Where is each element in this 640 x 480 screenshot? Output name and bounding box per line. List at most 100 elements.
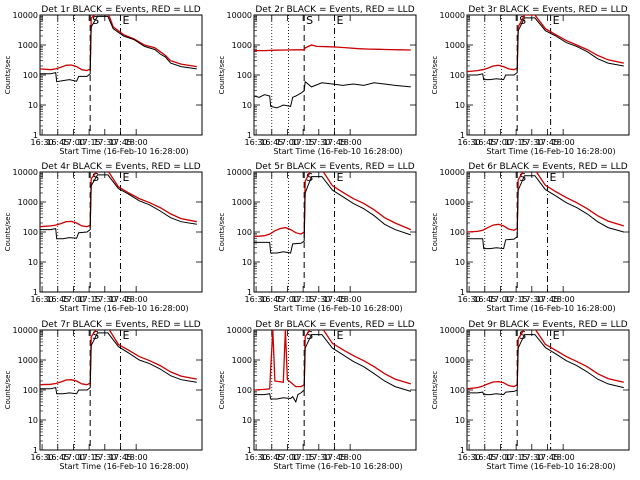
y-tick-label: 10000 (440, 168, 465, 177)
events-series-line (254, 176, 411, 254)
y-tick-label: 10 (28, 258, 38, 267)
y-tick-label: 1000 (18, 198, 38, 207)
end-marker-label: E (553, 14, 560, 27)
events-series-line (40, 332, 197, 395)
y-tick-label: 10 (242, 258, 252, 267)
start-marker-label: S (306, 329, 313, 342)
x-tick-label: 16:45 (260, 453, 283, 462)
x-tick-label: 17:15 (78, 453, 101, 462)
y-tick-label: 1000 (232, 356, 252, 365)
y-tick-label: 10000 (13, 326, 38, 335)
x-axis-label: Start Time (16-Feb-10 16:28:00) (486, 462, 615, 471)
y-tick-label: 100 (450, 71, 465, 80)
lld-series-line (40, 172, 197, 228)
start-marker-label: S (519, 329, 526, 342)
x-tick-label: 16:45 (473, 453, 496, 462)
plot-frame (253, 329, 417, 451)
events-series-line (40, 15, 197, 83)
x-tick-label: 16:45 (46, 138, 69, 147)
y-axis-label: Counts/sec (431, 56, 439, 95)
x-tick-label: 17:15 (505, 138, 528, 147)
x-tick-label: 18:00 (552, 138, 575, 147)
y-axis-label: Counts/sec (4, 56, 12, 95)
x-tick-label: 17:15 (292, 295, 315, 304)
x-axis-label: Start Time (16-Feb-10 16:28:00) (486, 304, 615, 313)
y-axis-label: Counts/sec (218, 371, 226, 410)
x-tick-label: 16:30 (31, 453, 54, 462)
x-tick-label: 16:30 (31, 138, 54, 147)
lld-series-line (467, 172, 624, 233)
lld-series-line (467, 330, 624, 390)
x-tick-label: 17:45 (536, 138, 559, 147)
y-tick-label: 100 (237, 386, 252, 395)
x-tick-label: 17:30 (307, 295, 330, 304)
detector-panel-3: Det 3r BLACK = Events, RED = LLD 1 10 100 10… (431, 5, 630, 156)
lld-series-line (254, 330, 411, 391)
x-tick-label: 17:30 (520, 453, 543, 462)
x-tick-label: 17:15 (505, 295, 528, 304)
y-axis-label: Counts/sec (218, 56, 226, 95)
start-marker-label: S (519, 171, 526, 184)
plot-frame (466, 14, 630, 136)
y-tick-label: 1 (460, 446, 465, 455)
plot-frame (466, 329, 630, 451)
y-tick-label: 10 (28, 101, 38, 110)
x-tick-label: 18:00 (125, 295, 148, 304)
plot-frame (253, 171, 417, 293)
x-tick-label: 17:15 (292, 138, 315, 147)
y-tick-label: 100 (23, 228, 38, 237)
y-tick-label: 1000 (445, 41, 465, 50)
x-tick-label: 16:45 (260, 138, 283, 147)
y-tick-label: 10 (455, 416, 465, 425)
x-tick-label: 16:30 (458, 295, 481, 304)
y-tick-label: 10000 (227, 168, 252, 177)
y-tick-label: 1000 (232, 41, 252, 50)
y-tick-label: 1 (247, 288, 252, 297)
y-tick-label: 10000 (440, 11, 465, 20)
x-tick-label: 18:00 (125, 138, 148, 147)
y-tick-label: 1000 (232, 198, 252, 207)
x-tick-label: 17:30 (520, 138, 543, 147)
lld-series-line (40, 15, 197, 72)
lld-series-line (254, 44, 411, 52)
y-tick-label: 1 (33, 131, 38, 140)
x-tick-label: 16:30 (245, 453, 268, 462)
y-tick-label: 1000 (18, 41, 38, 50)
y-tick-label: 1 (33, 446, 38, 455)
x-axis-label: Start Time (16-Feb-10 16:28:00) (59, 147, 188, 156)
lld-series-line (254, 172, 412, 238)
y-tick-label: 10 (455, 258, 465, 267)
events-series-line (254, 334, 411, 404)
x-tick-label: 17:15 (78, 138, 101, 147)
panel-title: Det 5r BLACK = Events, RED = LLD (255, 162, 414, 172)
y-tick-label: 10000 (440, 326, 465, 335)
end-marker-label: E (122, 329, 129, 342)
end-marker-label: E (336, 171, 343, 184)
x-tick-label: 17:45 (323, 138, 346, 147)
y-axis-label: Counts/sec (431, 371, 439, 410)
x-axis-label: Start Time (16-Feb-10 16:28:00) (59, 304, 188, 313)
panel-title: Det 9r BLACK = Events, RED = LLD (468, 320, 627, 330)
detector-panel-8: Det 8r BLACK = Events, RED = LLD 1 10 100 10… (218, 320, 417, 471)
y-tick-label: 100 (23, 386, 38, 395)
x-axis-label: Start Time (16-Feb-10 16:28:00) (273, 147, 402, 156)
y-tick-label: 1 (460, 288, 465, 297)
y-tick-label: 10 (242, 101, 252, 110)
y-tick-label: 10 (242, 416, 252, 425)
detector-panel-1: Det 1r BLACK = Events, RED = LLD 1 10 100 10… (4, 5, 203, 156)
end-marker-label: E (122, 14, 129, 27)
x-tick-label: 18:00 (339, 138, 362, 147)
x-tick-label: 17:45 (109, 453, 132, 462)
detector-panel-7: Det 7r BLACK = Events, RED = LLD 1 10 100 10… (4, 320, 203, 471)
x-tick-label: 17:45 (536, 295, 559, 304)
y-tick-label: 1000 (445, 198, 465, 207)
panel-title: Det 1r BLACK = Events, RED = LLD (41, 5, 200, 15)
x-tick-label: 16:45 (473, 295, 496, 304)
start-marker-label: S (92, 14, 99, 27)
x-tick-label: 17:00 (62, 138, 85, 147)
x-tick-label: 17:00 (489, 295, 512, 304)
y-tick-label: 10 (455, 101, 465, 110)
start-marker-label: S (306, 171, 313, 184)
end-marker-label: E (336, 14, 343, 27)
x-axis-label: Start Time (16-Feb-10 16:28:00) (273, 304, 402, 313)
